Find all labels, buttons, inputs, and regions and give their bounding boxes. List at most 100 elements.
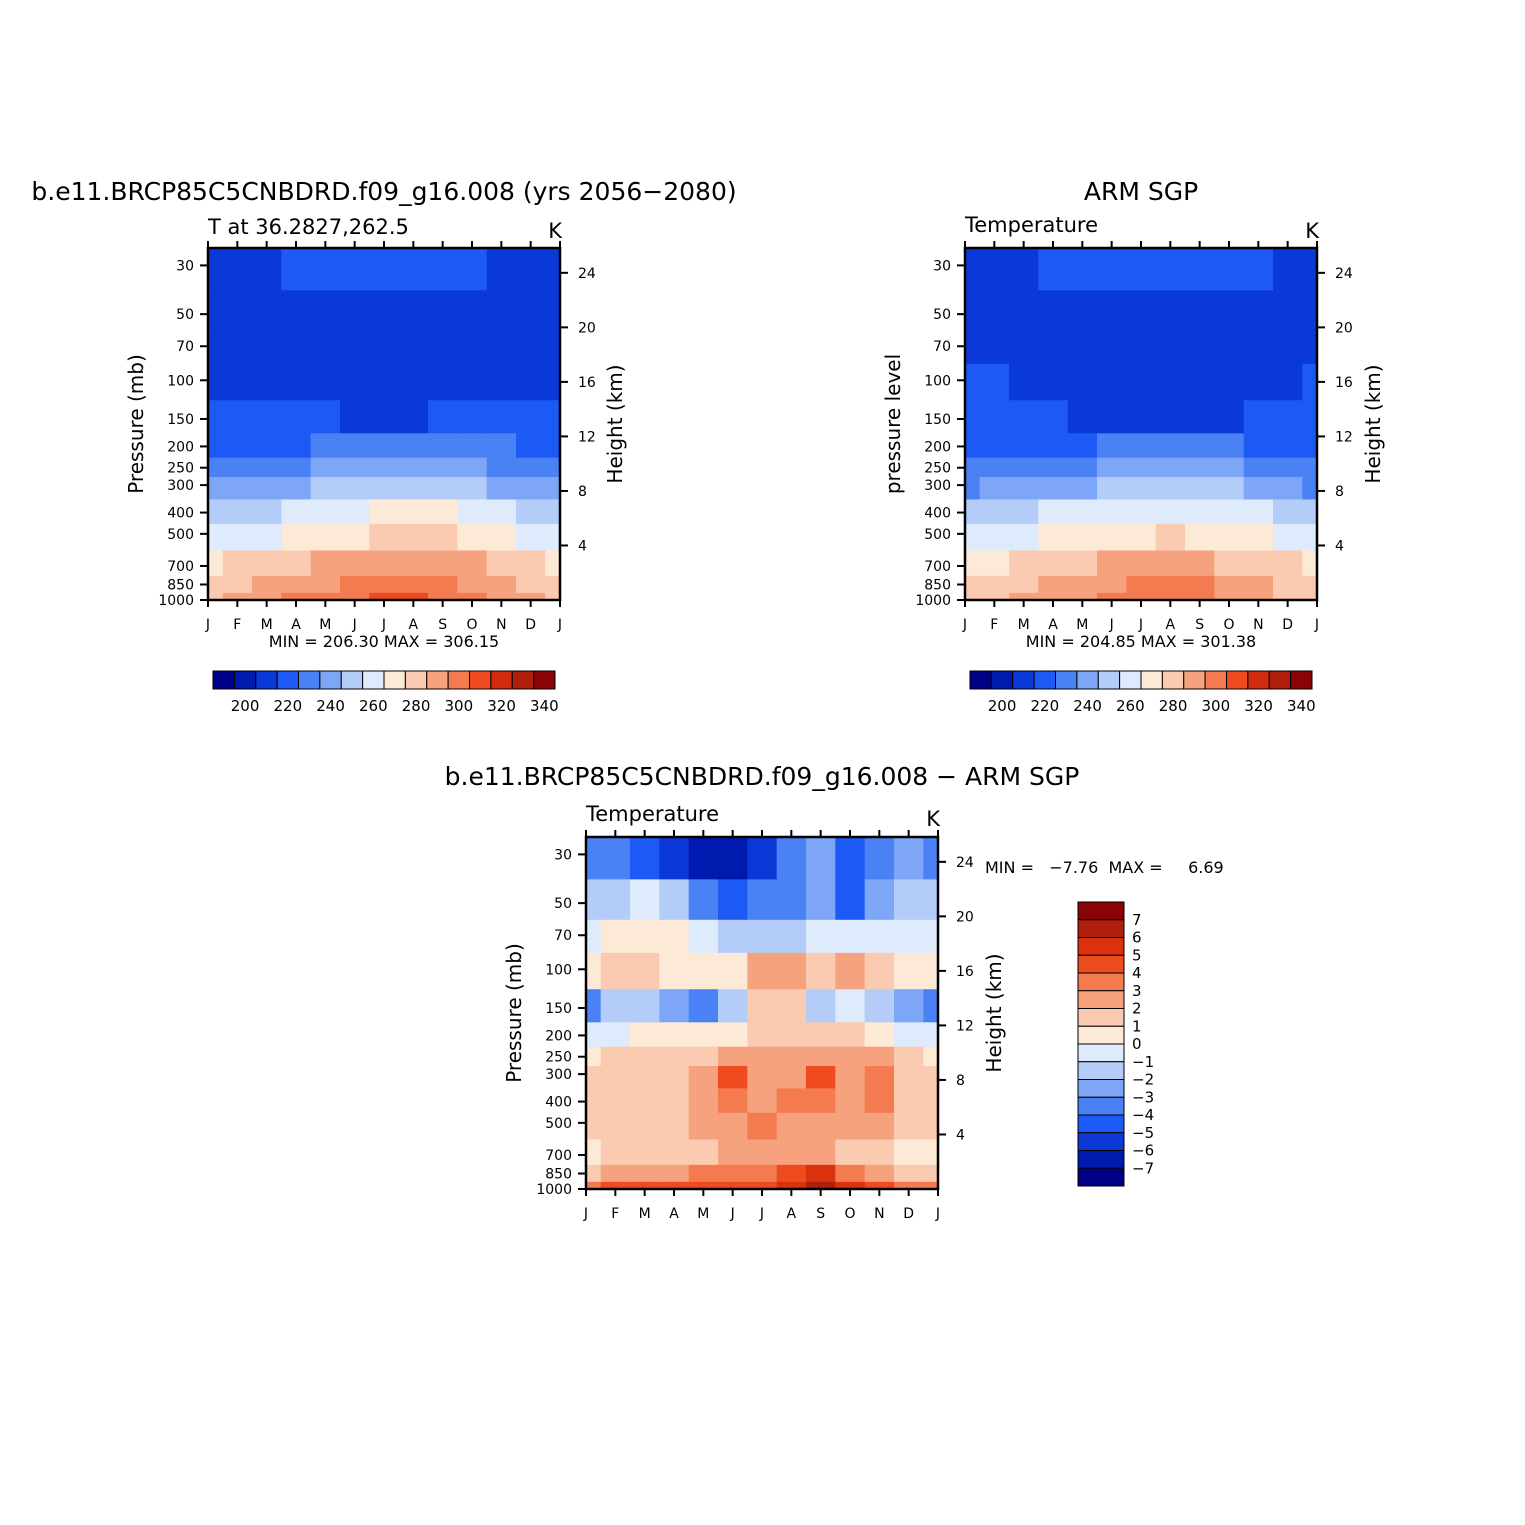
y-tick-label: 1000 [915, 593, 951, 609]
contour-cell [1273, 289, 1303, 331]
contour-cell [600, 1181, 631, 1189]
contour-cell [457, 248, 488, 291]
contour-cell [835, 1021, 866, 1047]
contour-cell [1302, 432, 1317, 458]
contour-cell [486, 592, 517, 600]
contour-cell [864, 1065, 895, 1089]
height-tick-label: 16 [1335, 375, 1353, 391]
y-tick-label: 850 [167, 577, 194, 593]
contour-cell [1067, 498, 1098, 524]
colorbar-swatch [1077, 1061, 1125, 1080]
contour-cell [208, 330, 224, 364]
contour-cell [252, 289, 282, 331]
y-tick-label: 400 [545, 1095, 572, 1111]
contour-cell [586, 988, 602, 1023]
contour-cell [965, 549, 981, 576]
contour-cell [1185, 363, 1215, 401]
contour-cell [340, 248, 370, 291]
colorbar-swatch [212, 670, 235, 690]
contour-cell [806, 878, 836, 920]
contour-cell [630, 919, 660, 953]
contour-cell [1067, 523, 1098, 551]
contour-cell [1243, 476, 1274, 500]
contour-cell [369, 289, 400, 331]
contour-cell [747, 919, 778, 953]
contour-cell [340, 592, 370, 600]
x-tick-label: M [261, 617, 273, 633]
contour-cell [1097, 476, 1127, 500]
contour-cell [486, 476, 517, 500]
contour-cell [965, 289, 981, 331]
colorbar-swatch [1077, 1096, 1125, 1116]
contour-cell [222, 330, 253, 364]
y-tick-label: 850 [924, 577, 951, 593]
contour-cell [369, 457, 400, 478]
colorbar-label: 7 [1132, 911, 1142, 929]
contour-cell [545, 523, 560, 551]
contour-cell [1302, 248, 1317, 291]
contour-cell [718, 1065, 748, 1089]
colorbar-label: 260 [359, 697, 388, 715]
contour-cell [252, 457, 282, 478]
contour-cell [1126, 248, 1157, 291]
p2-cells [965, 248, 1317, 600]
contour-cell [222, 399, 253, 434]
contour-cell [979, 476, 1010, 500]
contour-cell [281, 248, 312, 291]
contour-cell [835, 952, 866, 990]
contour-cell [1185, 498, 1215, 524]
contour-cell [1273, 575, 1303, 593]
x-tick-label: M [697, 1206, 709, 1222]
contour-cell [776, 1181, 807, 1189]
contour-cell [864, 952, 895, 990]
contour-cell [208, 549, 224, 576]
contour-cell [1097, 498, 1127, 524]
contour-cell [747, 837, 778, 880]
contour-cell [208, 363, 224, 401]
contour-cell [718, 1138, 748, 1165]
contour-cell [486, 289, 517, 331]
contour-cell [208, 575, 224, 593]
contour-cell [806, 1112, 836, 1140]
contour-cell [835, 1065, 866, 1089]
x-tick-label: N [496, 617, 506, 633]
x-tick-label: J [557, 617, 562, 633]
contour-cell [310, 575, 341, 593]
contour-cell [208, 399, 224, 434]
contour-cell [1185, 549, 1215, 576]
colorbar-swatch [447, 670, 470, 690]
contour-cell [281, 330, 312, 364]
colorbar-label: 3 [1132, 982, 1142, 1000]
colorbar-swatch [383, 670, 406, 690]
contour-cell [428, 523, 458, 551]
contour-cell [894, 1112, 924, 1140]
x-tick-label: D [903, 1206, 914, 1222]
colorbar-swatch [1097, 670, 1121, 690]
contour-cell [1155, 432, 1186, 458]
contour-cell [1097, 575, 1127, 593]
contour-cell [516, 476, 546, 500]
y-tick-label: 700 [167, 559, 194, 575]
contour-cell [776, 1087, 807, 1113]
contour-cell [979, 330, 1010, 364]
contour-cell [600, 988, 631, 1023]
contour-cell [1009, 399, 1039, 434]
contour-cell [1302, 476, 1317, 500]
contour-cell [1273, 399, 1303, 434]
contour-cell [718, 1021, 748, 1047]
contour-cell [659, 1164, 690, 1182]
contour-cell [222, 457, 253, 478]
contour-cell [1185, 432, 1215, 458]
contour-cell [310, 523, 341, 551]
contour-cell [281, 289, 312, 331]
colorbar-label: −7 [1132, 1159, 1154, 1177]
contour-cell [586, 1138, 602, 1165]
x-tick-label: J [759, 1206, 764, 1222]
contour-cell [659, 988, 690, 1023]
colorbar-label: 4 [1132, 964, 1142, 982]
contour-cell [486, 575, 517, 593]
contour-cell [1038, 476, 1069, 500]
contour-cell [806, 988, 836, 1023]
contour-cell [208, 289, 224, 331]
colorbar-swatch [1077, 1079, 1125, 1098]
